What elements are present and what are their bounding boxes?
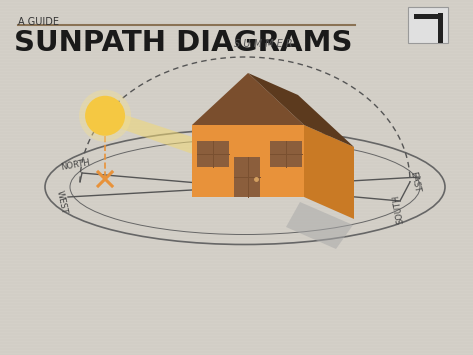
Bar	[197, 141, 229, 167]
Text: A GUIDE: A GUIDE	[18, 17, 59, 27]
Text: SUNPATH DIAGRAMS: SUNPATH DIAGRAMS	[14, 29, 352, 57]
Text: NORTH: NORTH	[60, 158, 90, 172]
Text: WEST: WEST	[55, 190, 69, 214]
Bar	[438, 13, 443, 43]
Bar	[192, 125, 304, 197]
Polygon shape	[304, 125, 354, 219]
Circle shape	[85, 96, 125, 136]
Polygon shape	[192, 73, 304, 125]
Bar	[408, 7, 448, 43]
Text: EAST: EAST	[408, 171, 421, 193]
Text: S U M M E R: S U M M E R	[234, 39, 292, 49]
Text: SOUTH: SOUTH	[391, 194, 405, 224]
Bar	[270, 141, 302, 167]
Bar	[414, 14, 442, 19]
Polygon shape	[286, 202, 353, 249]
Polygon shape	[248, 73, 354, 147]
Circle shape	[79, 90, 131, 142]
Polygon shape	[103, 109, 253, 170]
Bar	[234, 157, 260, 197]
